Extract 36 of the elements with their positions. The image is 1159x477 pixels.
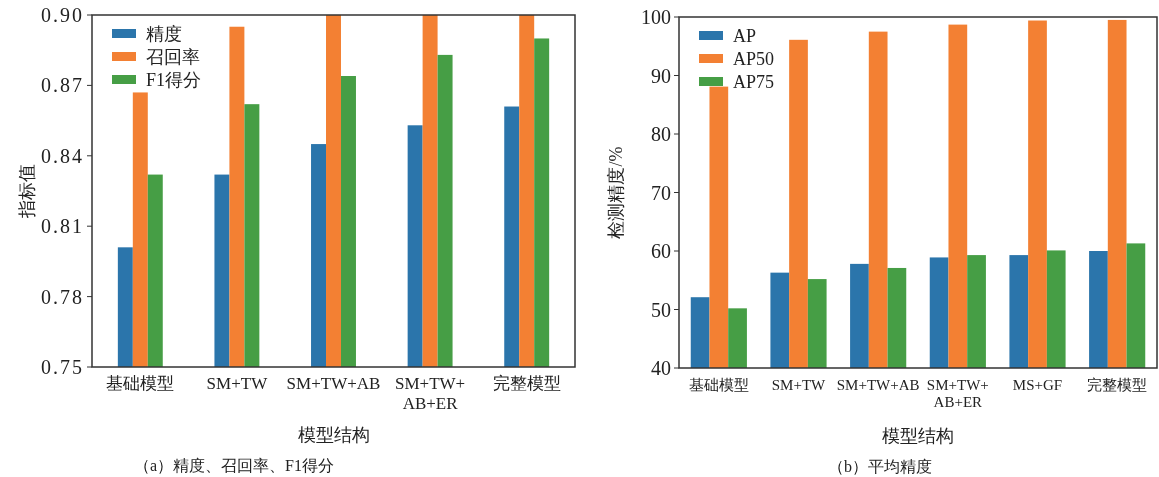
- x-tick-label: SM+TW+AB: [836, 377, 920, 393]
- y-tick-label: 50: [651, 298, 671, 321]
- legend-label: F1得分: [146, 70, 202, 90]
- y-tick-label: 0.75: [41, 356, 84, 378]
- y-axis-title: 检测精度/%: [606, 146, 626, 239]
- legend-label: AP75: [733, 72, 775, 92]
- y-tick-label: 90: [651, 64, 671, 87]
- x-axis-title: 模型结构: [882, 426, 954, 446]
- x-tick-label: SM+TW+ AB+ER: [395, 374, 466, 413]
- y-tick-label: 100: [641, 6, 671, 28]
- x-tick-label: 完整模型: [492, 374, 561, 393]
- x-tick-label: MS+GF: [1012, 377, 1063, 393]
- y-tick-label: 0.81: [41, 215, 84, 238]
- y-tick-label: 0.78: [41, 285, 84, 308]
- text: （a）精度、召回率、F1得分: [134, 457, 334, 474]
- y-tick-label: 70: [651, 181, 671, 204]
- x-axis-title: 模型结构: [297, 425, 370, 445]
- x-tick-label: SM+TW+ AB+ER: [926, 377, 989, 411]
- x-tick-label: SM+TW: [206, 374, 269, 393]
- x-tick-label: 基础模型: [106, 374, 175, 393]
- y-tick-label: 80: [651, 123, 671, 145]
- y-tick-label: 60: [651, 240, 671, 262]
- x-tick-label: 基础模型: [688, 377, 749, 393]
- x-tick-label: SM+TW+AB: [286, 374, 381, 393]
- y-tick-label: 40: [651, 357, 671, 379]
- legend-label: AP: [733, 26, 757, 46]
- legend-label: AP50: [733, 49, 775, 69]
- y-tick-label: 0.87: [41, 74, 84, 97]
- y-axis-title: 指标值: [17, 164, 37, 219]
- text: （b）平均精度: [828, 458, 932, 475]
- y-tick-label: 0.84: [41, 144, 84, 167]
- legend-label: 召回率: [146, 47, 200, 67]
- legend-label: 精度: [146, 24, 182, 44]
- x-tick-label: 完整模型: [1087, 377, 1148, 393]
- y-tick-label: 0.90: [41, 4, 84, 26]
- x-tick-label: SM+TW: [771, 377, 827, 393]
